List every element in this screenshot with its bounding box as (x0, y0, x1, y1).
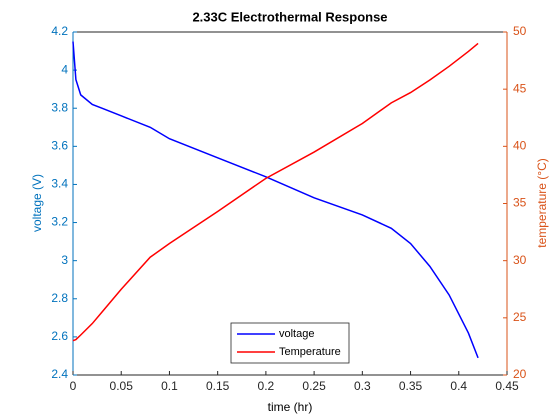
y-tick-label: 4.2 (51, 24, 68, 38)
y-tick-label: 3.8 (51, 100, 68, 114)
y2-tick-label: 25 (513, 310, 527, 324)
legend-box (230, 322, 350, 364)
x-tick-label: 0.45 (495, 379, 519, 393)
line-series (72, 42, 479, 342)
y-tick-label: 2.4 (51, 367, 68, 381)
line-series (72, 41, 479, 359)
y2-tick-label: 50 (513, 24, 527, 38)
y-axis-label: voltage (V) (30, 174, 44, 232)
legend-label: Temperature (279, 346, 341, 358)
y-tick-label: 3 (61, 253, 68, 267)
x-tick-label: 0.05 (110, 379, 134, 393)
plot-area (73, 32, 507, 375)
y-tick-label: 3.6 (51, 139, 68, 153)
y2-tick-label: 45 (513, 81, 527, 95)
x-tick-label: 0.1 (161, 379, 178, 393)
y-tick-label: 3.2 (51, 215, 68, 229)
y-tick-label: 3.4 (51, 177, 68, 191)
y2-tick-label: 30 (513, 253, 527, 267)
legend: voltage Temperature (230, 322, 350, 364)
y2-tick-label: 40 (513, 139, 527, 153)
y-tick-label: 2.8 (51, 291, 68, 305)
y2-tick-label: 20 (513, 367, 527, 381)
y2-tick-label: 35 (513, 196, 527, 210)
x-axis-label: time (hr) (268, 400, 313, 414)
x-tick-label: 0.2 (258, 379, 275, 393)
x-tick-label: 0.25 (302, 379, 326, 393)
y-tick-label: 4 (61, 62, 68, 76)
x-tick-label: 0.35 (399, 379, 423, 393)
x-tick-label: 0.3 (354, 379, 371, 393)
y2-axis-label: temperature (°C) (535, 158, 549, 248)
legend-label: voltage (279, 328, 314, 340)
x-tick-label: 0 (70, 379, 77, 393)
x-tick-label: 0.15 (206, 379, 230, 393)
y-tick-label: 2.6 (51, 329, 68, 343)
chart-title: 2.33C Electrothermal Response (192, 9, 387, 24)
x-tick-label: 0.4 (450, 379, 467, 393)
